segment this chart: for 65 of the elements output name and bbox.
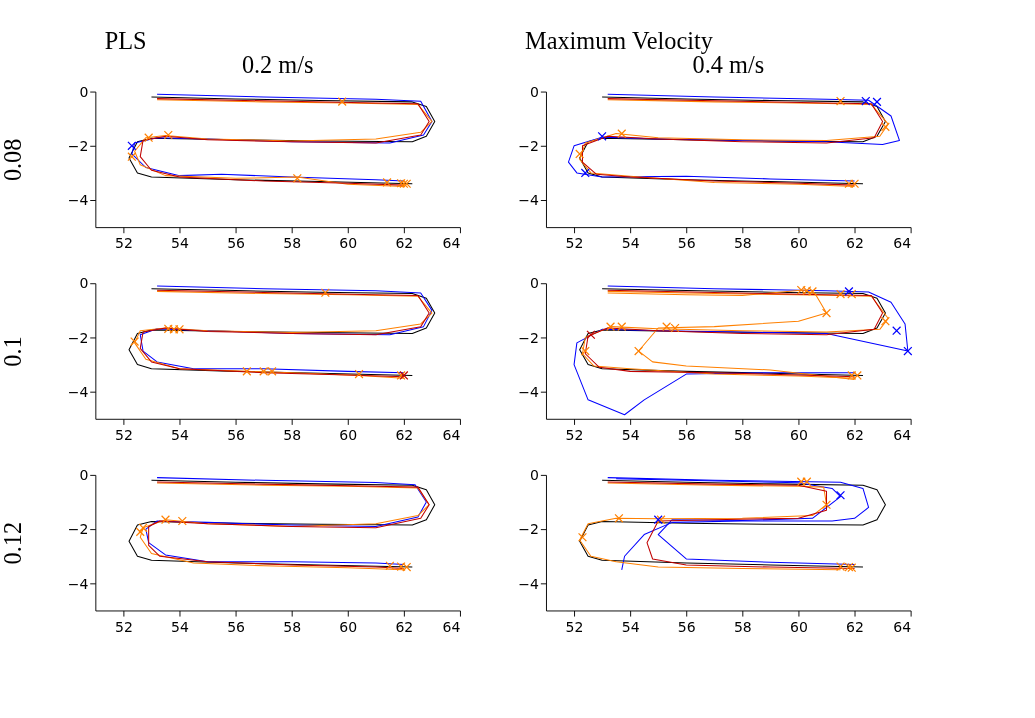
x-tick-label: 52 (565, 235, 584, 252)
x-tick-label: 60 (790, 426, 808, 443)
y-axis-title: 0.08 (0, 138, 26, 182)
x-tick-label: 62 (395, 235, 414, 252)
x-tick-label: 60 (339, 426, 358, 443)
chart-title: 0.2 m/s (241, 50, 314, 78)
y-tick-label: 0 (530, 467, 539, 484)
x-tick-label: 52 (114, 235, 133, 252)
x-tick-label: 52 (114, 618, 133, 635)
y-tick-label: 0 (79, 275, 89, 292)
x-tick-label: 62 (395, 618, 414, 635)
x-tick-label: 60 (339, 618, 358, 635)
y-tick-label: 0 (79, 467, 89, 484)
y-tick-label: −2 (67, 521, 89, 538)
x-tick-label: 56 (227, 426, 246, 443)
x-tick-label: 52 (565, 618, 584, 635)
x-tick-label: 60 (339, 235, 358, 252)
x-tick-label: 58 (733, 235, 752, 252)
x-tick-label: 54 (621, 426, 640, 443)
y-tick-label: −4 (67, 192, 89, 209)
y-tick-label: −4 (67, 575, 89, 592)
x-tick-label: 62 (846, 618, 864, 635)
y-tick-label: −2 (67, 329, 89, 346)
x-tick-label: 62 (846, 426, 864, 443)
y-tick-label: 0 (79, 83, 89, 100)
x-tick-label: 54 (171, 618, 189, 635)
x-tick-label: 62 (846, 235, 864, 252)
x-tick-label: 60 (790, 235, 808, 252)
x-tick-label: 56 (677, 618, 696, 635)
x-tick-label: 64 (893, 426, 912, 443)
x-tick-label: 54 (171, 426, 189, 443)
x-tick-label: 64 (442, 618, 461, 635)
y-tick-label: −4 (518, 192, 540, 209)
y-tick-label: −2 (67, 137, 89, 154)
y-tick-label: −4 (518, 575, 540, 592)
x-tick-label: 64 (893, 618, 912, 635)
x-tick-label: 64 (442, 235, 461, 252)
x-tick-label: 56 (227, 235, 246, 252)
x-tick-label: 54 (621, 618, 640, 635)
x-tick-label: 58 (733, 618, 752, 635)
x-tick-label: 52 (114, 426, 133, 443)
x-tick-label: 64 (893, 235, 912, 252)
y-tick-label: −2 (518, 329, 539, 346)
y-tick-label: −4 (67, 383, 89, 400)
x-tick-label: 54 (621, 235, 640, 252)
x-tick-label: 58 (283, 618, 302, 635)
y-tick-label: 0 (530, 275, 539, 292)
x-tick-label: 54 (171, 235, 189, 252)
x-tick-label: 56 (227, 618, 246, 635)
y-tick-label: 0 (530, 83, 539, 100)
x-tick-label: 58 (283, 235, 302, 252)
x-tick-label: 56 (677, 235, 696, 252)
y-axis-title: 0.1 (0, 336, 26, 367)
x-tick-label: 58 (733, 426, 752, 443)
x-tick-label: 58 (283, 426, 302, 443)
y-tick-label: −2 (518, 137, 539, 154)
text: PLS (104, 26, 147, 54)
x-tick-label: 60 (790, 618, 808, 635)
y-tick-label: −4 (518, 383, 540, 400)
x-tick-label: 64 (442, 426, 461, 443)
y-tick-label: −2 (518, 521, 539, 538)
x-tick-label: 52 (565, 426, 584, 443)
y-axis-title: 0.12 (0, 521, 26, 565)
x-tick-label: 56 (677, 426, 696, 443)
x-tick-label: 62 (395, 426, 414, 443)
